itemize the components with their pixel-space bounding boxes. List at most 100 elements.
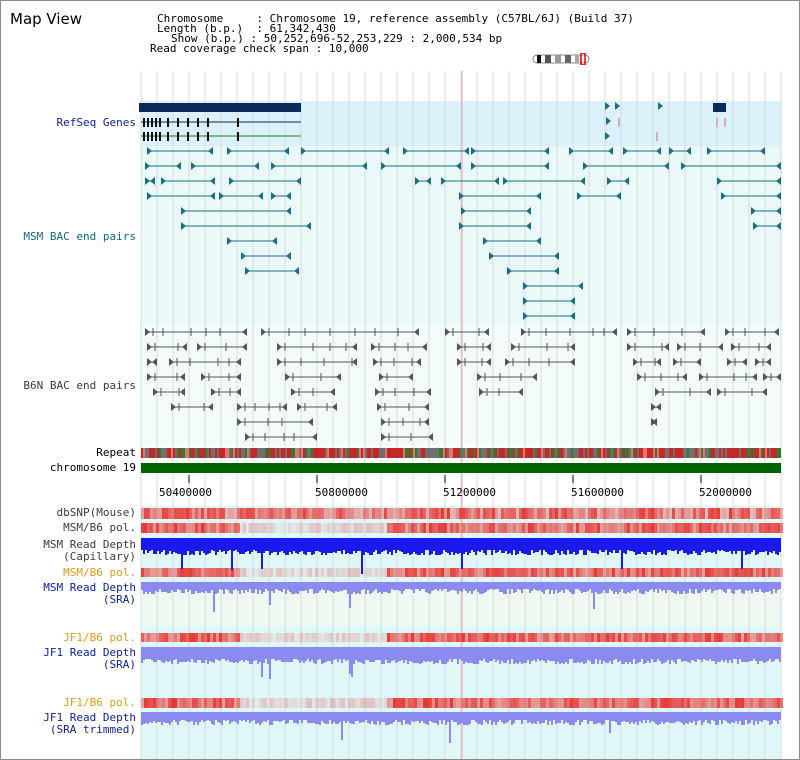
read-depth-bar bbox=[419, 538, 421, 555]
polymorphism-mark bbox=[204, 523, 207, 533]
track-label-jf1-read-depth-sra[interactable]: JF1 Read Depth (SRA) bbox=[21, 647, 136, 671]
read-depth-bar bbox=[373, 647, 375, 662]
polymorphism-mark bbox=[456, 633, 459, 642]
read-depth-bar bbox=[519, 647, 521, 662]
read-depth-bar bbox=[675, 647, 677, 664]
snp-density-mark bbox=[669, 508, 672, 519]
polymorphism-mark bbox=[192, 568, 195, 577]
repeat-mark bbox=[385, 448, 387, 458]
repeat-mark bbox=[465, 448, 467, 458]
polymorphism-mark bbox=[645, 633, 648, 642]
read-depth-bar bbox=[341, 538, 343, 554]
polymorphism-mark bbox=[483, 568, 486, 577]
polymorphism-mark bbox=[372, 633, 375, 642]
read-depth-bar bbox=[705, 647, 707, 660]
read-depth-bar bbox=[775, 538, 777, 554]
track-label-msm-b6-pol-2[interactable]: MSM/B6 pol. bbox=[63, 566, 136, 579]
read-depth-bar bbox=[673, 582, 675, 593]
track-label-msm-b6-pol[interactable]: MSM/B6 pol. bbox=[63, 521, 136, 534]
chromosome-ideogram[interactable] bbox=[531, 53, 591, 65]
polymorphism-mark bbox=[330, 633, 333, 642]
polymorphism-mark bbox=[696, 523, 699, 533]
snp-density-mark bbox=[237, 508, 240, 519]
read-depth-bar bbox=[673, 538, 675, 551]
read-depth-bar bbox=[439, 582, 441, 589]
polymorphism-mark bbox=[636, 568, 639, 577]
track-label-msm-read-depth-sra[interactable]: MSM Read Depth (SRA) bbox=[21, 582, 136, 606]
bac-end-arrow-icon bbox=[627, 328, 632, 336]
read-depth-bar bbox=[595, 712, 597, 724]
polymorphism-mark bbox=[222, 523, 225, 533]
polymorphism-mark bbox=[504, 633, 507, 642]
read-depth-bar bbox=[217, 647, 219, 660]
repeat-mark bbox=[485, 448, 487, 458]
read-depth-bar bbox=[497, 538, 499, 552]
polymorphism-mark bbox=[585, 568, 588, 577]
read-depth-bar bbox=[329, 712, 331, 720]
polymorphism-mark bbox=[579, 568, 582, 577]
track-label-jf1-read-depth-trim[interactable]: JF1 Read Depth (SRA trimmed) bbox=[21, 712, 136, 736]
read-depth-bar bbox=[771, 538, 773, 553]
read-depth-bar bbox=[273, 712, 275, 721]
polymorphism-mark bbox=[465, 523, 468, 533]
repeat-mark bbox=[249, 448, 251, 458]
read-depth-bar bbox=[623, 712, 625, 721]
read-depth-bar bbox=[537, 538, 539, 552]
repeat-mark bbox=[561, 448, 563, 458]
polymorphism-mark bbox=[210, 698, 213, 708]
read-depth-bar bbox=[423, 582, 425, 589]
snp-density-mark bbox=[693, 508, 696, 519]
polymorphism-mark bbox=[441, 523, 444, 533]
coverage-info: Read coverage check span : 10,000 bbox=[150, 42, 369, 55]
repeat-mark bbox=[203, 448, 205, 458]
exon-mark bbox=[167, 118, 169, 127]
read-depth-bar bbox=[749, 712, 751, 723]
polymorphism-mark bbox=[330, 523, 333, 533]
read-depth-bar bbox=[359, 712, 361, 723]
polymorphism-mark bbox=[309, 698, 312, 708]
bac-end-arrow-icon bbox=[180, 373, 185, 381]
read-depth-bar bbox=[255, 582, 257, 589]
track-label-jf1-b6-pol[interactable]: JF1/B6 pol. bbox=[63, 631, 136, 644]
snp-density-mark bbox=[738, 508, 741, 519]
polymorphism-mark bbox=[498, 568, 501, 577]
read-depth-bar bbox=[519, 538, 521, 551]
track-label-dbsnp[interactable]: dbSNP(Mouse) bbox=[56, 506, 136, 519]
polymorphism-mark bbox=[249, 698, 252, 708]
polymorphism-mark bbox=[684, 633, 687, 642]
bac-end-arrow-icon bbox=[245, 433, 250, 441]
track-label-msm-bac[interactable]: MSM BAC end pairs bbox=[23, 230, 136, 243]
read-depth-bar bbox=[405, 712, 407, 724]
snp-density-mark bbox=[336, 508, 339, 519]
read-depth-bar bbox=[517, 582, 519, 589]
polymorphism-mark bbox=[210, 633, 213, 642]
read-depth-bar bbox=[179, 582, 181, 590]
exon-mark bbox=[151, 118, 153, 127]
read-depth-bar bbox=[613, 582, 615, 594]
read-depth-bar bbox=[629, 647, 631, 662]
repeat-mark bbox=[207, 448, 209, 458]
read-depth-bar bbox=[659, 582, 661, 589]
polymorphism-mark bbox=[687, 698, 690, 708]
exon-mark bbox=[177, 132, 179, 141]
polymorphism-mark bbox=[702, 523, 705, 533]
polymorphism-mark bbox=[165, 568, 168, 577]
track-label-msm-read-depth-cap[interactable]: MSM Read Depth (Capillary) bbox=[21, 539, 136, 563]
track-label-b6n-bac[interactable]: B6N BAC end pairs bbox=[23, 379, 136, 392]
repeat-mark bbox=[673, 448, 675, 458]
read-depth-bar bbox=[751, 582, 753, 593]
read-depth-bar bbox=[629, 538, 631, 551]
read-depth-bar bbox=[329, 582, 331, 591]
track-label-jf1-b6-pol-2[interactable]: JF1/B6 pol. bbox=[63, 696, 136, 709]
read-depth-bar bbox=[181, 647, 183, 662]
polymorphism-mark bbox=[777, 633, 780, 642]
track-label-refseq-genes[interactable]: RefSeq Genes bbox=[56, 116, 136, 129]
bac-end-arrow-icon bbox=[242, 328, 247, 336]
snp-density-mark bbox=[609, 508, 612, 519]
polymorphism-mark bbox=[624, 633, 627, 642]
polymorphism-mark bbox=[330, 698, 333, 708]
read-depth-bar bbox=[247, 712, 249, 720]
read-depth-bar bbox=[739, 538, 741, 551]
read-depth-bar bbox=[699, 538, 701, 555]
